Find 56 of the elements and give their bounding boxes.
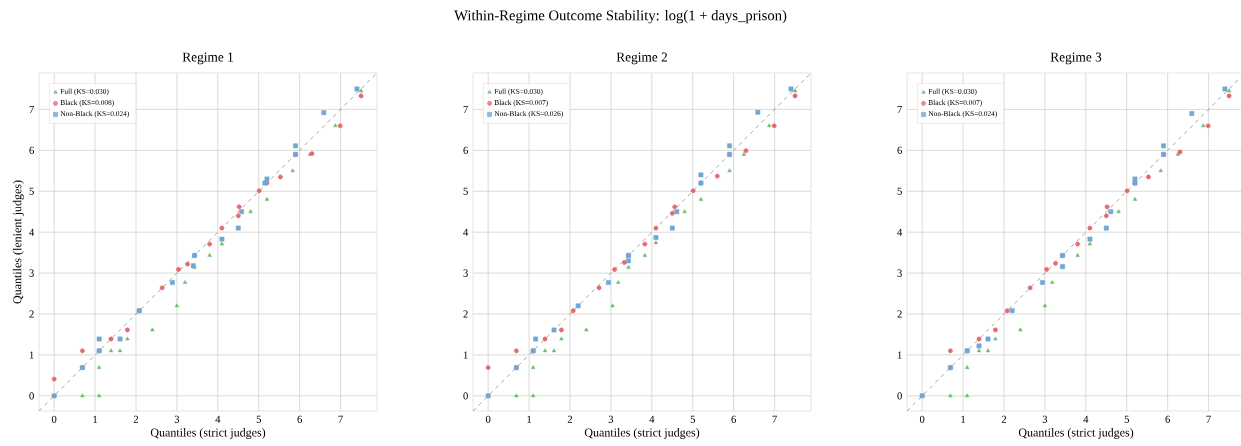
y-tick-label: 4 — [463, 228, 469, 236]
y-axis-title: Quantiles (lenient judges) — [12, 180, 24, 304]
x-tick-label: 7 — [338, 415, 343, 423]
x-tick-label: 5 — [256, 415, 261, 423]
y-tick-label: 2 — [897, 310, 902, 318]
y-tick-label: 2 — [29, 310, 34, 318]
y-tick-label: 1 — [29, 351, 34, 359]
x-tick-label: 4 — [649, 415, 655, 423]
y-tick-label: 3 — [463, 269, 468, 277]
x-tick-label: 1 — [527, 415, 532, 423]
chart-title: Regime 3 — [1050, 52, 1102, 65]
y-tick-label: 6 — [897, 146, 902, 154]
x-tick-label: 3 — [174, 415, 180, 423]
x-tick-label: 2 — [567, 415, 573, 423]
x-tick-label: 6 — [297, 415, 303, 423]
y-tick-label: 2 — [463, 310, 468, 318]
y-tick-label: 3 — [897, 269, 902, 277]
y-tick-label: 0 — [897, 392, 902, 400]
y-tick-label: 4 — [29, 228, 35, 236]
y-tick-label: 7 — [897, 105, 902, 113]
y-tick-label: 5 — [29, 187, 34, 195]
x-tick-label: 0 — [51, 415, 57, 423]
y-tick-label: 5 — [897, 187, 902, 195]
x-tick-label: 3 — [1042, 415, 1048, 423]
y-tick-label: 0 — [29, 392, 34, 400]
chart-title: Regime 2 — [616, 52, 668, 65]
y-tick-label: 1 — [463, 351, 468, 359]
x-tick-label: 1 — [961, 415, 966, 423]
x-tick-label: 5 — [690, 415, 695, 423]
x-tick-label: 2 — [1001, 415, 1007, 423]
x-tick-label: 5 — [1124, 415, 1129, 423]
y-tick-label: 7 — [463, 105, 468, 113]
text: Within-Regime Outcome Stability: log(1 + days_prison) — [454, 10, 787, 24]
x-tick-label: 4 — [215, 415, 221, 423]
y-tick-label: 6 — [463, 146, 468, 154]
x-tick-label: 0 — [485, 415, 491, 423]
x-axis-title: Quantiles (strict judges) — [1018, 428, 1134, 439]
chart-title: Regime 1 — [182, 52, 233, 65]
y-tick-label: 1 — [897, 351, 902, 359]
y-tick-label: 0 — [463, 392, 468, 400]
y-tick-label: 3 — [29, 269, 34, 277]
x-tick-label: 2 — [133, 415, 139, 423]
y-tick-label: 6 — [29, 146, 34, 154]
y-tick-label: 5 — [463, 187, 468, 195]
x-tick-label: 6 — [1165, 415, 1171, 423]
x-tick-label: 3 — [608, 415, 614, 423]
x-tick-label: 0 — [919, 415, 925, 423]
x-axis-title: Quantiles (strict judges) — [584, 428, 700, 439]
x-tick-label: 7 — [1206, 415, 1211, 423]
x-tick-label: 4 — [1083, 415, 1089, 423]
x-tick-label: 1 — [93, 415, 98, 423]
y-tick-label: 4 — [897, 228, 903, 236]
x-tick-label: 6 — [731, 415, 737, 423]
x-axis-title: Quantiles (strict judges) — [150, 428, 266, 439]
y-tick-label: 7 — [29, 105, 34, 113]
x-tick-label: 7 — [772, 415, 777, 423]
